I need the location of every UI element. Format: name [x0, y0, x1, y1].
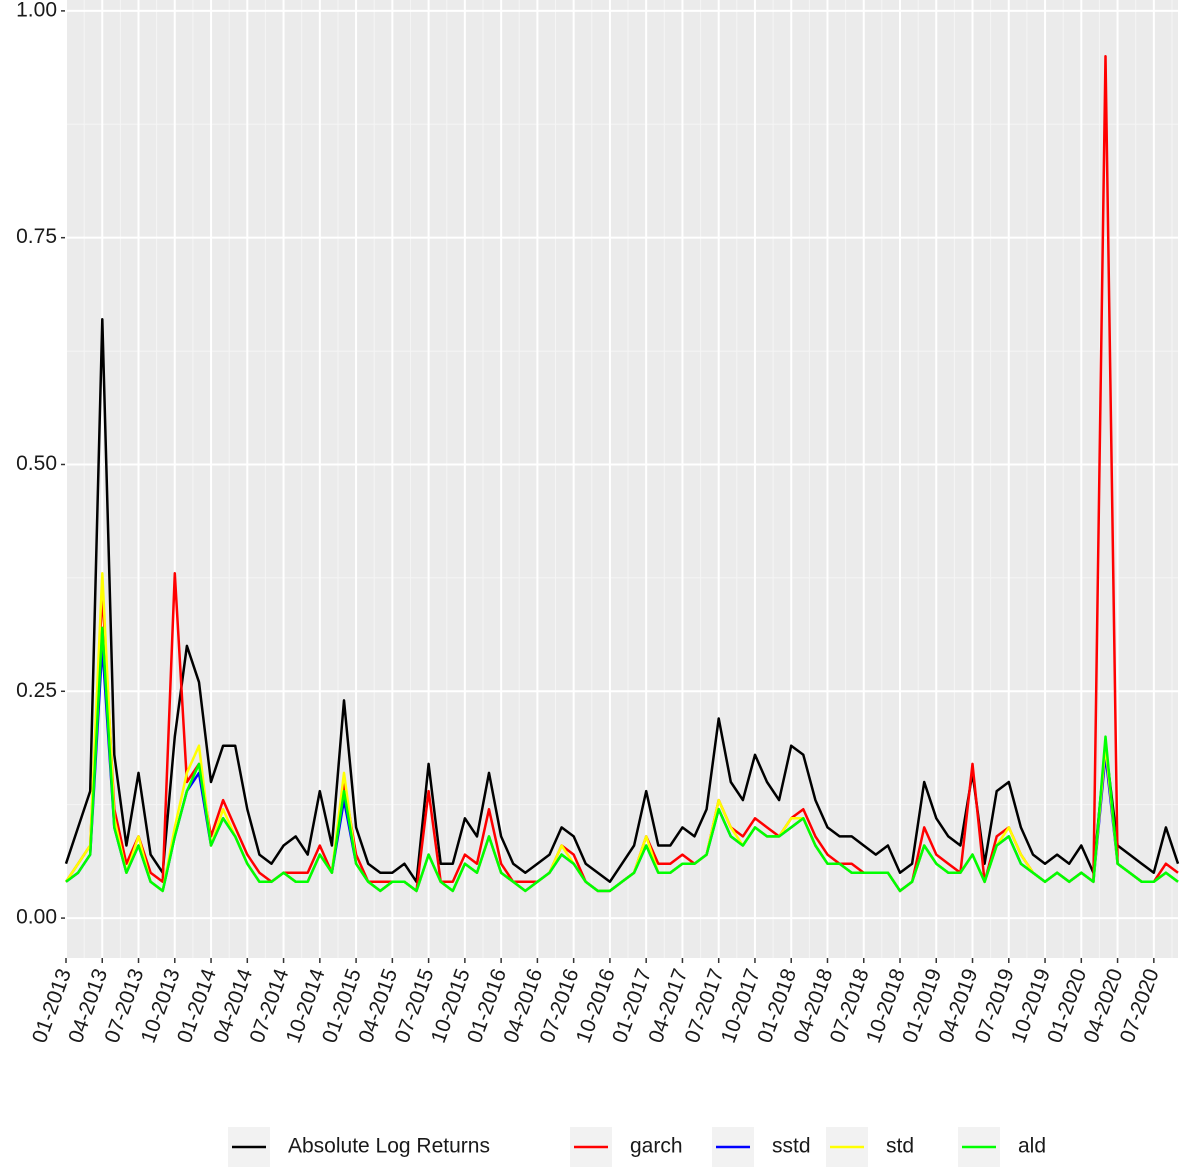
- y-tick-label: 0.75: [16, 225, 57, 248]
- series-line: [64, 318, 1180, 884]
- y-tick-label: 0.50: [16, 452, 57, 475]
- legend-label: Absolute Log Returns: [288, 1135, 490, 1158]
- plot-panel: [66, 0, 1178, 958]
- legend-label: std: [886, 1135, 914, 1158]
- legend: Absolute Log Returns garch sstd std ald: [228, 1127, 1046, 1167]
- y-tick-label: 0.25: [16, 679, 57, 702]
- series-line: [65, 626, 1179, 893]
- y-tick-label: 0.00: [16, 906, 57, 929]
- legend-label: sstd: [772, 1135, 811, 1158]
- legend-label: ald: [1018, 1135, 1046, 1158]
- legend-label: garch: [630, 1135, 683, 1158]
- y-tick-label: 1.00: [16, 0, 57, 21]
